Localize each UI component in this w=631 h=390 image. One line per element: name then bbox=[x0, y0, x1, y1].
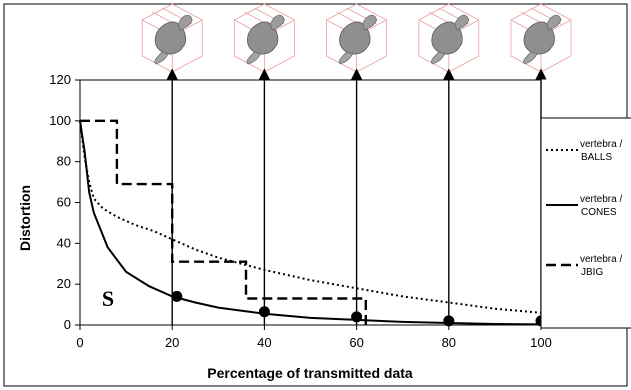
mesh-process bbox=[430, 51, 446, 65]
legend-label: vertebra / bbox=[580, 254, 622, 265]
data-marker bbox=[351, 311, 363, 323]
x-tick-label: 0 bbox=[76, 335, 83, 350]
mesh-process bbox=[523, 51, 538, 65]
y-tick-label: 60 bbox=[57, 195, 71, 210]
legend: vertebra / BALLS vertebra / CONES vertebra /… bbox=[540, 117, 631, 329]
x-tick-label: 20 bbox=[165, 335, 179, 350]
vertebra-mesh-icon bbox=[233, 3, 295, 73]
x-tick-label: 60 bbox=[349, 335, 363, 350]
mesh-process bbox=[362, 14, 377, 31]
legend-label: CONES bbox=[581, 207, 617, 218]
legend-label: BALLS bbox=[581, 152, 612, 163]
mesh-process bbox=[154, 51, 169, 65]
y-tick-label: 20 bbox=[57, 276, 71, 291]
y-tick-label: 100 bbox=[49, 113, 71, 128]
mesh-body bbox=[431, 21, 463, 55]
mesh-process bbox=[177, 14, 193, 31]
series-line-2 bbox=[80, 119, 367, 325]
annotation-s-label: S bbox=[102, 286, 114, 311]
data-marker bbox=[258, 306, 270, 318]
x-tick-label: 100 bbox=[530, 335, 552, 350]
x-tick-label: 80 bbox=[442, 335, 456, 350]
chart-frame bbox=[3, 3, 628, 387]
y-tick-label: 80 bbox=[57, 154, 71, 169]
legend-box bbox=[540, 117, 631, 329]
mesh-process bbox=[338, 51, 354, 65]
legend-label: vertebra / bbox=[580, 194, 622, 205]
mesh-body bbox=[523, 21, 555, 55]
x-tick-label: 40 bbox=[257, 335, 271, 350]
plot-area: 0 20 40 60 80 100 120 0 20 40 60 80 100 bbox=[49, 68, 565, 350]
data-marker bbox=[171, 290, 183, 302]
mesh-body bbox=[339, 21, 371, 55]
mesh-process bbox=[454, 14, 470, 31]
y-tick-label: 120 bbox=[49, 72, 71, 87]
thumbnails-row bbox=[141, 3, 572, 73]
vertebra-mesh-icon bbox=[418, 3, 480, 73]
y-tick-label: 0 bbox=[64, 317, 71, 332]
legend-label: JBIG bbox=[581, 267, 603, 278]
y-tick-label: 40 bbox=[57, 235, 71, 250]
mesh-process bbox=[546, 14, 562, 31]
mesh-body bbox=[247, 21, 279, 55]
vertebra-mesh-icon bbox=[326, 3, 388, 73]
mesh-process bbox=[246, 51, 261, 65]
vertebra-mesh-icon bbox=[141, 3, 203, 73]
x-axis-title: Percentage of transmitted data bbox=[207, 365, 413, 381]
y-axis-title: Distortion bbox=[17, 185, 33, 251]
legend-label: vertebra / bbox=[580, 139, 622, 150]
mesh-body bbox=[154, 21, 187, 55]
data-marker bbox=[443, 315, 455, 327]
vertebra-mesh-icon bbox=[510, 3, 572, 73]
series-line-1 bbox=[79, 120, 542, 326]
mesh-process bbox=[270, 14, 285, 31]
